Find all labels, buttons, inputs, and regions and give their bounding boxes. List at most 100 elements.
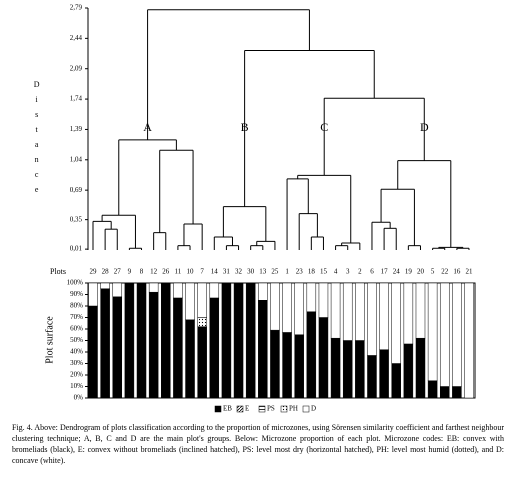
- bar-segment: [330, 337, 341, 399]
- x-tick-label: 20: [417, 268, 425, 276]
- bar-segment: [439, 386, 450, 399]
- y-tick-label: 70%: [70, 313, 83, 321]
- bar-segment: [197, 326, 207, 399]
- x-tick-label: 7: [200, 268, 204, 276]
- y-tick-label: 1,74: [70, 95, 83, 103]
- bar-segment: [452, 386, 462, 399]
- bar-segment: [88, 305, 98, 399]
- y-tick-label: 2,79: [70, 4, 83, 12]
- bar-segment: [100, 288, 110, 399]
- bar-segment: [403, 343, 414, 399]
- bar-segment: [258, 300, 268, 399]
- y-tick-label: 0%: [74, 394, 84, 402]
- bar-segment: [415, 282, 426, 339]
- x-tick-label: 2: [358, 268, 362, 276]
- x-tick-label: 24: [393, 268, 401, 276]
- y-tick-label: 10%: [70, 382, 83, 390]
- x-tick-label: 27: [114, 268, 122, 276]
- legend-label: PH: [289, 405, 298, 413]
- y-tick-label: 2,44: [70, 34, 83, 42]
- x-tick-label: 22: [441, 268, 449, 276]
- bar-segment: [185, 319, 195, 399]
- y-tick-label: 60%: [70, 325, 83, 333]
- legend-swatch: [236, 405, 244, 413]
- bar-segment: [330, 282, 341, 339]
- x-tick-label: 1: [285, 268, 289, 276]
- x-tick-label: 12: [150, 268, 158, 276]
- y-axis-title: Plot surface: [44, 316, 55, 364]
- bar-segment: [294, 334, 304, 399]
- bar-segment: [148, 291, 159, 399]
- bar-segment: [112, 282, 123, 298]
- bar-segment: [379, 282, 389, 350]
- legend-label: E: [245, 405, 249, 413]
- bar-segment: [233, 282, 244, 399]
- bar-segment: [391, 363, 401, 399]
- bar-segment: [173, 297, 183, 399]
- y-tick-label: 100%: [67, 279, 84, 287]
- y-tick-label: 30%: [70, 359, 83, 367]
- x-tick-label: 17: [381, 268, 389, 276]
- bar-segment: [88, 282, 98, 307]
- x-tick-label: 23: [296, 268, 304, 276]
- x-tick-label: 9: [128, 268, 132, 276]
- y-tick-label: 0,35: [70, 215, 83, 223]
- bar-segment: [112, 296, 123, 399]
- bar-segment: [221, 282, 232, 399]
- bar-segment: [161, 282, 171, 399]
- y-tick-label: 50%: [70, 336, 83, 344]
- legend-swatch: [214, 405, 222, 413]
- group-label: C: [320, 120, 328, 134]
- bar-segment: [464, 282, 474, 399]
- bar-segment: [355, 282, 365, 341]
- x-tick-label: 19: [405, 268, 413, 276]
- bar-segment: [355, 340, 365, 399]
- bar-segment: [100, 282, 110, 289]
- x-tick-label: 5: [431, 268, 435, 276]
- y-tick-label: 0,01: [70, 245, 83, 253]
- y-tick-label: 1,04: [70, 155, 83, 163]
- bar-segment: [391, 282, 401, 364]
- x-tick-label: 25: [271, 268, 279, 276]
- x-tick-label: 13: [259, 268, 267, 276]
- x-tick-label: 32: [235, 268, 243, 276]
- bar-segment: [209, 297, 220, 399]
- bar-segment: [294, 282, 304, 335]
- x-tick-label: 11: [175, 268, 182, 276]
- bar-segment: [124, 282, 135, 399]
- y-tick-label: 0,69: [70, 186, 83, 194]
- bar-segment: [270, 329, 280, 399]
- group-label: B: [241, 120, 249, 134]
- bar-segment: [197, 317, 207, 327]
- legend-label: D: [311, 405, 316, 413]
- legend-swatch: [280, 405, 288, 413]
- x-tick-label: 6: [370, 268, 374, 276]
- x-axis-title: Plots: [50, 267, 66, 276]
- x-tick-label: 10: [187, 268, 195, 276]
- bar-segment: [427, 380, 438, 399]
- y-tick-label: 1,39: [70, 125, 83, 133]
- y-tick-label: 90%: [70, 290, 83, 298]
- bar-segment: [427, 282, 438, 381]
- y-tick-label: 20%: [70, 371, 83, 379]
- bar-segment: [173, 282, 183, 299]
- x-tick-label: 16: [453, 268, 461, 276]
- x-tick-label: 29: [90, 268, 98, 276]
- x-tick-label: 14: [211, 268, 219, 276]
- group-label: D: [420, 120, 429, 134]
- y-tick-label: 40%: [70, 348, 83, 356]
- bar-segment: [197, 282, 207, 318]
- bar-segment: [148, 282, 159, 293]
- group-label: A: [143, 120, 152, 134]
- x-tick-label: 3: [346, 268, 350, 276]
- bar-segment: [136, 282, 147, 399]
- x-tick-label: 21: [466, 268, 474, 276]
- y-tick-label: 80%: [70, 302, 83, 310]
- legend-label: EB: [223, 405, 232, 413]
- bar-segment: [342, 282, 353, 341]
- caption: Fig. 4. Above: Dendrogram of plots class…: [12, 423, 504, 465]
- bar-segment: [403, 282, 414, 345]
- y-tick-label: 2,09: [70, 64, 83, 72]
- legend-swatch: [302, 405, 310, 413]
